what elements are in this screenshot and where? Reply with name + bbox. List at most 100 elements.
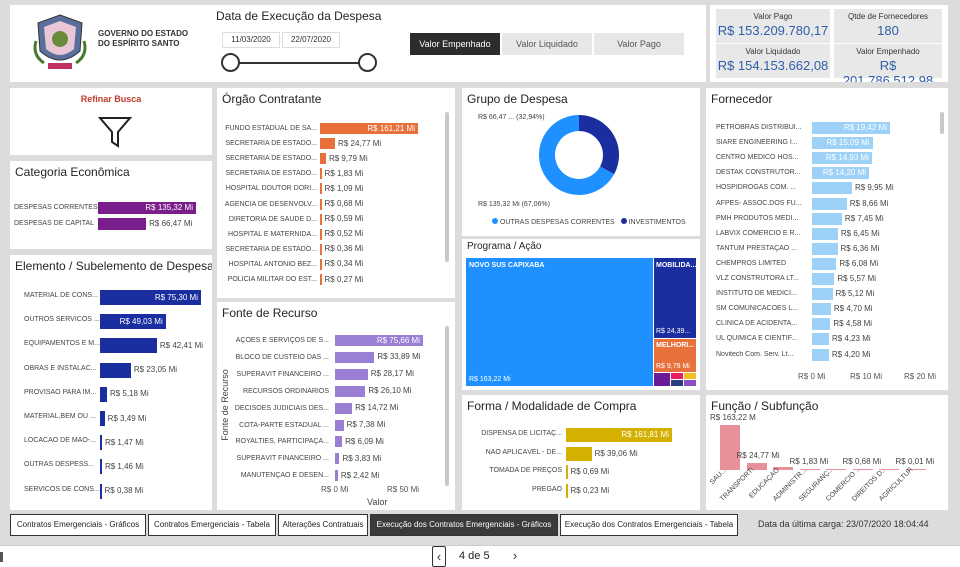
bar-mark[interactable] (566, 428, 672, 442)
bar-label: TOMADA DE PREÇOS (489, 467, 562, 475)
bar-mark[interactable] (566, 465, 568, 480)
bar-mark[interactable] (320, 138, 336, 150)
bar-mark[interactable] (320, 243, 322, 255)
bar-mark[interactable] (320, 153, 326, 165)
bar-mark[interactable] (335, 470, 338, 482)
bar-mark[interactable] (812, 242, 838, 255)
data-label: R$ 19,42 Mi (843, 123, 887, 132)
bar-mark[interactable] (100, 386, 107, 402)
tab-alteracoes-contratuais[interactable]: Alterações Contratuais (278, 514, 368, 536)
orgao-scrollbar[interactable] (445, 112, 449, 262)
bar-mark[interactable] (566, 484, 568, 499)
bar-mark[interactable] (335, 436, 343, 448)
tab-execucao-tabela[interactable]: Execução dos Contratos Emergenciais - Ta… (560, 514, 738, 536)
data-label: R$ 0,23 Mi (570, 486, 610, 496)
bar-mark[interactable] (773, 467, 793, 470)
treemap-tile-small[interactable] (671, 380, 683, 386)
donut-slice[interactable] (539, 115, 615, 195)
next-page-button[interactable]: › (512, 548, 518, 563)
bar-mark[interactable] (812, 333, 829, 346)
bar-mark[interactable] (335, 335, 423, 346)
treemap-tile-melhoria[interactable]: MELHORI... R$ 9,79 Mi (654, 339, 696, 372)
data-label: R$ 0,27 Mi (324, 274, 364, 284)
bar-mark[interactable] (799, 468, 820, 470)
bar-mark[interactable] (335, 453, 340, 465)
treemap-tile-small[interactable] (684, 373, 696, 379)
bar-mark[interactable] (812, 257, 837, 270)
bar-mark[interactable] (746, 463, 767, 470)
bar-mark[interactable] (812, 303, 831, 316)
toggle-valor-liquidado[interactable]: Valor Liquidado (502, 33, 592, 55)
bar-mark[interactable] (98, 202, 196, 214)
data-label: R$ 161,81 Mi (621, 430, 669, 439)
bar-mark[interactable] (100, 314, 166, 330)
bar-mark[interactable] (320, 274, 322, 285)
prev-page-button[interactable]: ‹ (432, 546, 446, 567)
filter-icon[interactable] (98, 116, 132, 148)
bar-mark[interactable] (879, 468, 899, 470)
bar-mark[interactable] (852, 468, 873, 470)
bar-mark[interactable] (320, 123, 418, 134)
bar-mark[interactable] (335, 351, 375, 363)
bar-mark[interactable] (812, 318, 831, 331)
bar-mark[interactable] (320, 183, 322, 195)
bar-mark[interactable] (100, 290, 201, 305)
bar-mark[interactable] (812, 182, 852, 195)
bar-mark[interactable] (812, 227, 838, 240)
bar-mark[interactable] (812, 167, 870, 180)
bar-mark[interactable] (812, 137, 873, 150)
data-label: R$ 135,32 Mi (145, 203, 193, 212)
bar-mark[interactable] (100, 411, 105, 426)
bar-mark[interactable] (812, 212, 842, 225)
refinar-busca-panel[interactable]: Refinar Busca (10, 88, 212, 155)
treemap-tile-mobilidade[interactable]: MOBILIDA... R$ 24,39... (654, 258, 696, 338)
bar-mark[interactable] (320, 213, 322, 225)
tab-execucao-graficos[interactable]: Execução dos Contratos Emergenciais - Gr… (370, 514, 558, 536)
bar-mark[interactable] (812, 197, 847, 210)
date-slider-handle-start[interactable] (221, 53, 240, 72)
bar-mark[interactable] (566, 446, 592, 461)
bar-mark[interactable] (905, 468, 926, 470)
bar-mark[interactable] (335, 402, 353, 414)
bar-label: SIARE ENGINEERING I... (716, 139, 798, 147)
bar-mark[interactable] (720, 425, 740, 470)
bar-mark[interactable] (826, 468, 846, 470)
bar-mark[interactable] (320, 198, 322, 210)
bar-mark[interactable] (100, 435, 102, 451)
bar-mark[interactable] (812, 122, 890, 134)
treemap-tile-small[interactable] (671, 373, 683, 379)
bar-mark[interactable] (335, 419, 344, 431)
bar-label: SERVICOS DE CONS... (24, 485, 100, 493)
tab-contratos-tabela[interactable]: Contratos Emergenciais - Tabela (148, 514, 276, 536)
bar-mark[interactable] (98, 218, 147, 230)
tile-label: MELHORI... (656, 342, 695, 349)
date-start-input[interactable]: 11/03/2020 (222, 32, 280, 48)
bar-mark[interactable] (100, 459, 102, 475)
toggle-valor-pago[interactable]: Valor Pago (594, 33, 684, 55)
bar-mark[interactable] (335, 368, 368, 380)
bar-mark[interactable] (812, 288, 833, 301)
bar-mark[interactable] (320, 258, 322, 270)
treemap-tile-small[interactable] (654, 373, 670, 386)
date-end-input[interactable]: 22/07/2020 (282, 32, 340, 48)
bar-mark[interactable] (812, 273, 835, 285)
bar-mark[interactable] (100, 362, 131, 378)
bar-mark[interactable] (812, 152, 872, 165)
bar-mark[interactable] (812, 348, 829, 361)
date-slider-handle-end[interactable] (358, 53, 377, 72)
kpi-label: Valor Pago (753, 12, 793, 21)
fornecedor-scrollbar[interactable] (940, 112, 944, 134)
treemap-tile-small[interactable] (684, 380, 696, 386)
bar-mark[interactable] (100, 338, 157, 354)
toggle-valor-empenhado[interactable]: Valor Empenhado (410, 33, 500, 55)
bar-mark[interactable] (320, 168, 322, 180)
date-slicer-title: Data de Execução da Despesa (216, 9, 382, 23)
fonte-scrollbar[interactable] (445, 326, 449, 486)
treemap-tile-novo-sus[interactable]: NOVO SUS CAPIXABA R$ 163,22 Mi (466, 258, 653, 386)
pager-edge-marker (0, 552, 3, 562)
bar-mark[interactable] (100, 483, 102, 499)
donut-slice[interactable] (579, 115, 619, 175)
bar-mark[interactable] (335, 385, 366, 397)
tab-contratos-graficos[interactable]: Contratos Emergenciais - Gráficos (10, 514, 146, 536)
bar-mark[interactable] (320, 228, 322, 240)
